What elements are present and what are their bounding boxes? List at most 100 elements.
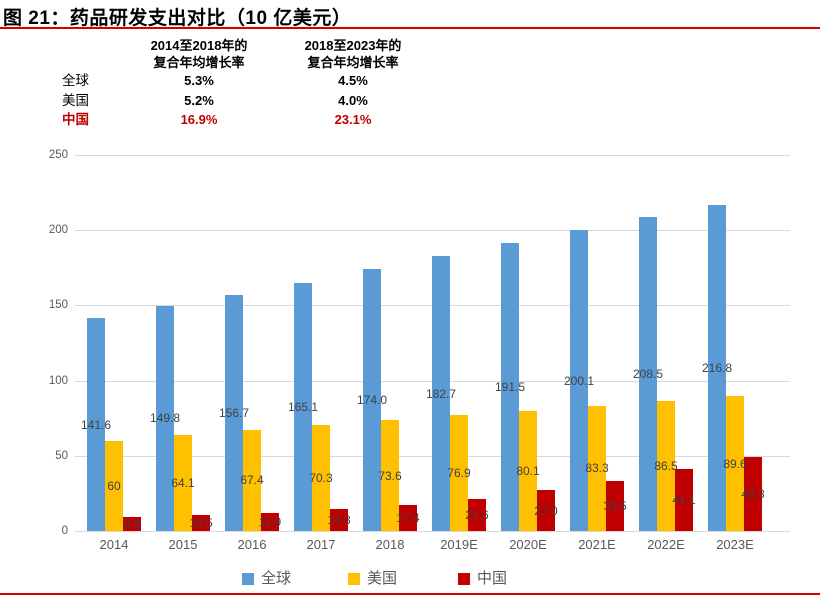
bar-global-2020E [501, 242, 519, 531]
bar-global-2021E [570, 230, 588, 531]
bar-china-2023E [744, 456, 762, 531]
bar-value-label-us-2016: 67.4 [240, 473, 264, 487]
bar-china-2020E [537, 490, 555, 531]
y-axis-tick-100: 100 [48, 375, 68, 387]
cagr-value-1-0: 5.2% [184, 92, 214, 108]
y-axis-tick-50: 50 [55, 450, 68, 462]
bar-us-2019E [450, 415, 468, 531]
y-axis-tick-150: 150 [48, 299, 68, 311]
cagr-value-2-0: 16.9% [180, 112, 218, 127]
cagr-value-0-1: 4.5% [338, 73, 368, 88]
bar-value-label-us-2019E: 76.9 [447, 466, 471, 480]
figure-title: 图 21：药品研发支出对比（10 亿美元） [3, 8, 352, 29]
cagr-col-header-0: 2014至2018年的 复合年均增长率 [150, 38, 248, 70]
gridline-250 [75, 155, 790, 156]
bar-china-2014 [123, 517, 141, 531]
bar-value-label-china-2020E: 27.0 [534, 504, 558, 518]
bar-value-label-china-2015: 10.5 [189, 516, 213, 530]
x-axis-label-2021E: 2021E [578, 537, 616, 552]
bar-value-label-us-2017: 70.3 [309, 471, 333, 485]
bar-value-label-china-2022E: 41.1 [672, 493, 696, 507]
bar-china-2022E [675, 469, 693, 531]
bar-value-label-china-2017: 14.3 [327, 513, 351, 527]
bottom-rule [0, 593, 820, 595]
bar-us-2016 [243, 429, 261, 531]
bar-us-2014 [105, 440, 123, 531]
bar-us-2017 [312, 425, 330, 531]
bar-value-label-us-2018: 73.6 [378, 469, 402, 483]
bar-us-2023E [726, 396, 744, 531]
bar-value-label-us-2023E: 89.6 [723, 457, 747, 471]
bar-china-2019E [468, 498, 486, 531]
bar-value-label-china-2014: 9.3 [123, 517, 141, 531]
x-axis-label-2014: 2014 [99, 537, 129, 552]
bar-global-2015 [156, 305, 174, 531]
bar-global-2016 [225, 295, 243, 531]
x-axis-label-2020E: 2020E [509, 537, 547, 552]
bar-value-label-global-2023E: 216.8 [701, 361, 733, 375]
bar-value-label-us-2020E: 80.1 [516, 464, 540, 478]
legend-swatch-global [242, 573, 254, 585]
bar-value-label-us-2015: 64.1 [171, 476, 195, 490]
bar-global-2014 [87, 318, 105, 531]
legend-label-china: 中国 [477, 570, 508, 587]
legend-label-global: 全球 [261, 570, 292, 587]
bar-us-2022E [657, 400, 675, 531]
x-axis-label-2018: 2018 [375, 537, 405, 552]
bar-global-2022E [639, 217, 657, 531]
x-axis-label-2019E: 2019E [440, 537, 478, 552]
bar-global-2017 [294, 282, 312, 531]
legend-label-us: 美国 [367, 570, 398, 587]
y-axis-tick-0: 0 [61, 525, 68, 537]
bar-value-label-china-2021E: 33.5 [603, 499, 627, 513]
legend-item-china: 中国 [458, 570, 508, 587]
bar-value-label-us-2022E: 86.5 [654, 459, 678, 473]
bar-value-label-china-2019E: 21.6 [465, 508, 489, 522]
x-axis-label-2023E: 2023E [716, 537, 754, 552]
cagr-value-1-1: 4.0% [338, 92, 368, 108]
bar-value-label-global-2014: 141.6 [80, 418, 112, 432]
bar-us-2015 [174, 434, 192, 531]
cagr-value-2-1: 23.1% [334, 112, 372, 127]
cagr-col-header-1: 2018至2023年的 复合年均增长率 [304, 38, 402, 70]
cagr-table: 2014至2018年的 复合年均增长率 2018至2023年的 复合年均增长率全球… [62, 37, 422, 130]
bar-china-2016 [261, 513, 279, 531]
bar-china-2017 [330, 509, 348, 531]
cagr-row-label-2: 中国 [62, 112, 89, 127]
bar-global-2023E [708, 204, 726, 531]
y-axis-tick-250: 250 [48, 149, 68, 161]
bar-china-2018 [399, 504, 417, 531]
cagr-row-label-0: 全球 [62, 73, 89, 88]
cagr-value-0-0: 5.3% [184, 73, 214, 88]
bar-us-2020E [519, 410, 537, 531]
bar-value-label-china-2018: 17.4 [396, 511, 420, 525]
bar-global-2018 [363, 269, 381, 531]
bar-value-label-global-2019E: 182.7 [425, 387, 457, 401]
bar-value-label-global-2015: 149.8 [149, 411, 181, 425]
gridline-0 [75, 531, 790, 532]
x-axis-label-2017: 2017 [306, 537, 336, 552]
x-axis-label-2016: 2016 [237, 537, 267, 552]
bar-value-label-us-2014: 60 [107, 479, 121, 493]
bar-us-2021E [588, 405, 606, 531]
legend-swatch-us [348, 573, 360, 585]
bar-global-2019E [432, 256, 450, 531]
bar-value-label-global-2021E: 200.1 [563, 374, 595, 388]
bar-value-label-us-2021E: 83.3 [585, 461, 609, 475]
bar-value-label-global-2020E: 191.5 [494, 380, 526, 394]
bar-value-label-global-2017: 165.1 [287, 400, 319, 414]
x-axis-label-2015: 2015 [168, 537, 198, 552]
legend-item-us: 美国 [348, 570, 398, 587]
y-axis-tick-200: 200 [48, 224, 68, 236]
cagr-row-label-1: 美国 [62, 92, 89, 108]
gridline-200 [75, 230, 790, 231]
title-rule [0, 27, 820, 29]
x-axis-label-2022E: 2022E [647, 537, 685, 552]
bar-us-2018 [381, 420, 399, 531]
legend-swatch-china [458, 573, 470, 585]
bar-value-label-global-2018: 174.0 [356, 393, 388, 407]
bar-value-label-china-2023E: 49.3 [741, 487, 765, 501]
bar-china-2021E [606, 480, 624, 531]
